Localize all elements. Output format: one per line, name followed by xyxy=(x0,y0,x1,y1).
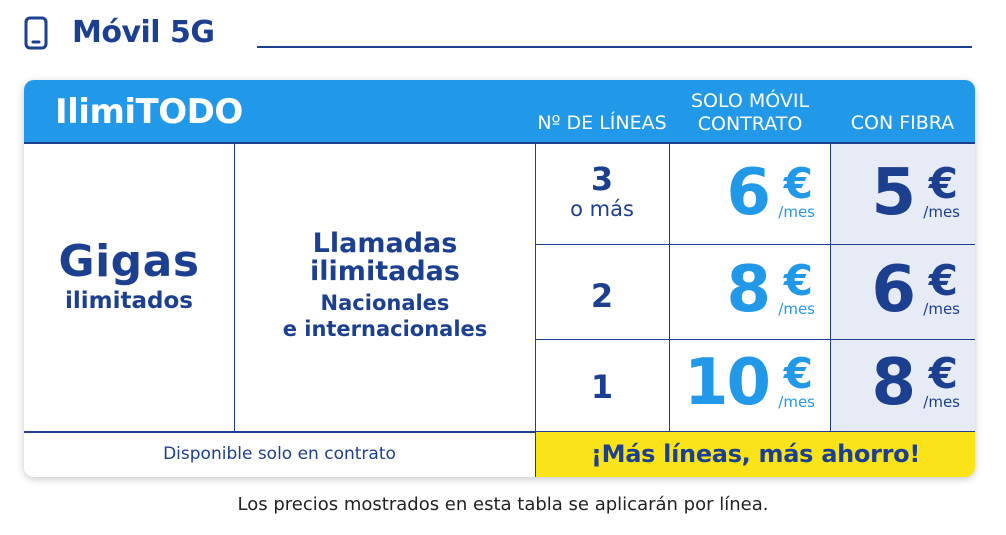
solo-movil-price: 8 € /mes xyxy=(672,249,827,339)
calls-title-line1: Llamadas xyxy=(312,228,458,259)
price-period: /mes xyxy=(923,393,960,411)
column-divider xyxy=(535,144,536,477)
price-currency: € xyxy=(783,349,813,398)
column-header-lines: Nº DE LÍNEAS xyxy=(537,112,667,134)
price-amount: 8 xyxy=(726,253,771,327)
header-divider xyxy=(257,46,972,48)
calls-subtitle-line1: Nacionales xyxy=(320,291,450,315)
column-header-solo-movil-line1: SOLO MÓVIL xyxy=(690,90,810,112)
con-fibra-price: 8 € /mes xyxy=(817,342,972,432)
table-row-lines: 1 xyxy=(535,370,669,404)
price-amount: 10 xyxy=(683,346,771,420)
price-currency: € xyxy=(783,256,813,305)
price-currency: € xyxy=(928,159,958,208)
price-currency: € xyxy=(928,349,958,398)
calls-feature: Llamadas ilimitadas Nacionales e interna… xyxy=(235,230,535,342)
header-divider-line xyxy=(24,142,975,144)
gigas-subtitle: ilimitados xyxy=(65,288,193,314)
price-period: /mes xyxy=(778,300,815,318)
fibra-column-background xyxy=(830,144,975,431)
table-row-lines: 2 xyxy=(535,279,669,313)
column-header-con-fibra: CON FIBRA xyxy=(850,112,955,134)
price-amount: 6 xyxy=(726,156,771,230)
table-header: IlimiTODO Nº DE LÍNEAS SOLO MÓVIL CONTRA… xyxy=(24,80,975,144)
gigas-title: Gigas xyxy=(58,236,200,287)
section-header: Móvil 5G xyxy=(20,14,976,54)
promo-banner: ¡Más líneas, más ahorro! xyxy=(536,432,975,477)
con-fibra-price: 5 € /mes xyxy=(817,152,972,242)
price-amount: 5 xyxy=(871,156,916,230)
contract-availability-note: Disponible solo en contrato xyxy=(163,444,396,464)
solo-movil-price: 10 € /mes xyxy=(672,342,827,432)
row-divider xyxy=(535,244,975,245)
pricing-footnote: Los precios mostrados en esta tabla se a… xyxy=(237,494,769,515)
gigas-feature: Gigas ilimitados xyxy=(24,238,234,316)
section-title: Móvil 5G xyxy=(72,15,215,50)
footer-divider xyxy=(24,431,975,433)
price-amount: 8 xyxy=(871,346,916,420)
column-header-solo-movil-line2: CONTRATO xyxy=(697,113,803,135)
price-period: /mes xyxy=(778,203,815,221)
price-currency: € xyxy=(783,159,813,208)
solo-movil-price: 6 € /mes xyxy=(672,152,827,242)
price-currency: € xyxy=(928,256,958,305)
lines-count: 3 xyxy=(590,160,614,198)
price-period: /mes xyxy=(923,300,960,318)
table-row-lines: 3 o más xyxy=(535,162,669,222)
calls-title-line2: ilimitadas xyxy=(310,256,460,287)
lines-count: 1 xyxy=(590,368,614,406)
column-header-solo-movil: SOLO MÓVIL CONTRATO xyxy=(670,90,830,136)
calls-subtitle-line2: e internacionales xyxy=(282,317,488,341)
price-amount: 6 xyxy=(871,253,916,327)
con-fibra-price: 6 € /mes xyxy=(817,249,972,339)
column-divider xyxy=(234,144,235,432)
column-divider xyxy=(669,144,670,432)
plan-name: IlimiTODO xyxy=(55,92,243,132)
mobile-phone-icon xyxy=(24,16,48,50)
price-period: /mes xyxy=(923,203,960,221)
pricing-table: IlimiTODO Nº DE LÍNEAS SOLO MÓVIL CONTRA… xyxy=(24,80,975,477)
lines-count: 2 xyxy=(590,277,614,315)
lines-qualifier: o más xyxy=(570,197,634,221)
column-divider xyxy=(830,144,831,432)
price-period: /mes xyxy=(778,393,815,411)
row-divider xyxy=(535,339,975,340)
